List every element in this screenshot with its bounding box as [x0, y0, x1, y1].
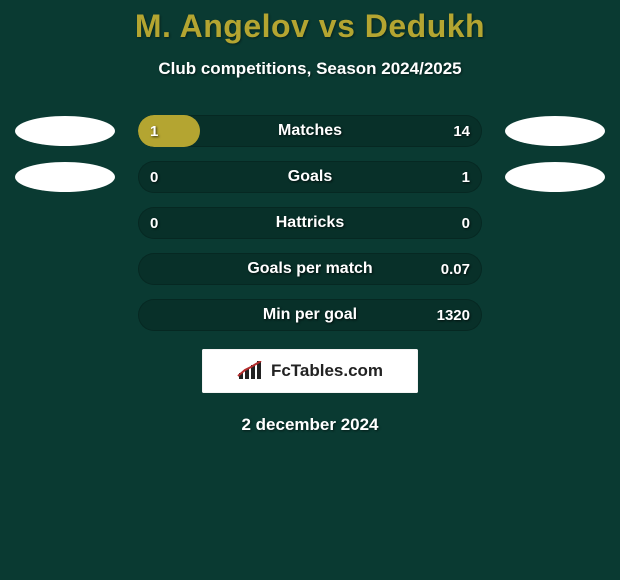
stat-label: Min per goal — [138, 299, 482, 331]
stat-row: Goals per match0.07 — [0, 253, 620, 285]
stat-value-right: 14 — [453, 115, 470, 147]
player-avatar-left — [15, 116, 115, 146]
stat-bar: 0Goals1 — [138, 161, 482, 193]
stat-label: Hattricks — [138, 207, 482, 239]
stat-bar: Goals per match0.07 — [138, 253, 482, 285]
stat-row: Min per goal1320 — [0, 299, 620, 331]
page-title: M. Angelov vs Dedukh — [0, 8, 620, 45]
stat-row: 0Hattricks0 — [0, 207, 620, 239]
stat-row: 0Goals1 — [0, 161, 620, 193]
subtitle: Club competitions, Season 2024/2025 — [0, 59, 620, 79]
stat-rows: 1Matches140Goals10Hattricks0Goals per ma… — [0, 115, 620, 331]
stat-value-right: 0 — [462, 207, 470, 239]
brand-text: FcTables.com — [271, 361, 383, 381]
bar-chart-icon — [237, 361, 265, 381]
comparison-infographic: M. Angelov vs Dedukh Club competitions, … — [0, 0, 620, 435]
avatar-slot-left — [10, 116, 120, 146]
stat-bar-fill — [138, 115, 200, 147]
stat-bar: 1Matches14 — [138, 115, 482, 147]
player-avatar-left — [15, 162, 115, 192]
stat-value-right: 0.07 — [441, 253, 470, 285]
avatar-slot-right — [500, 162, 610, 192]
brand-box: FcTables.com — [202, 349, 418, 393]
avatar-slot-right — [500, 116, 610, 146]
stat-bar: Min per goal1320 — [138, 299, 482, 331]
stat-label: Goals — [138, 161, 482, 193]
date-label: 2 december 2024 — [0, 415, 620, 435]
stat-row: 1Matches14 — [0, 115, 620, 147]
stat-bar: 0Hattricks0 — [138, 207, 482, 239]
player-avatar-right — [505, 162, 605, 192]
stat-value-left: 0 — [150, 161, 158, 193]
stat-label: Goals per match — [138, 253, 482, 285]
stat-value-left: 0 — [150, 207, 158, 239]
avatar-slot-left — [10, 162, 120, 192]
player-avatar-right — [505, 116, 605, 146]
stat-value-right: 1320 — [437, 299, 470, 331]
stat-value-right: 1 — [462, 161, 470, 193]
